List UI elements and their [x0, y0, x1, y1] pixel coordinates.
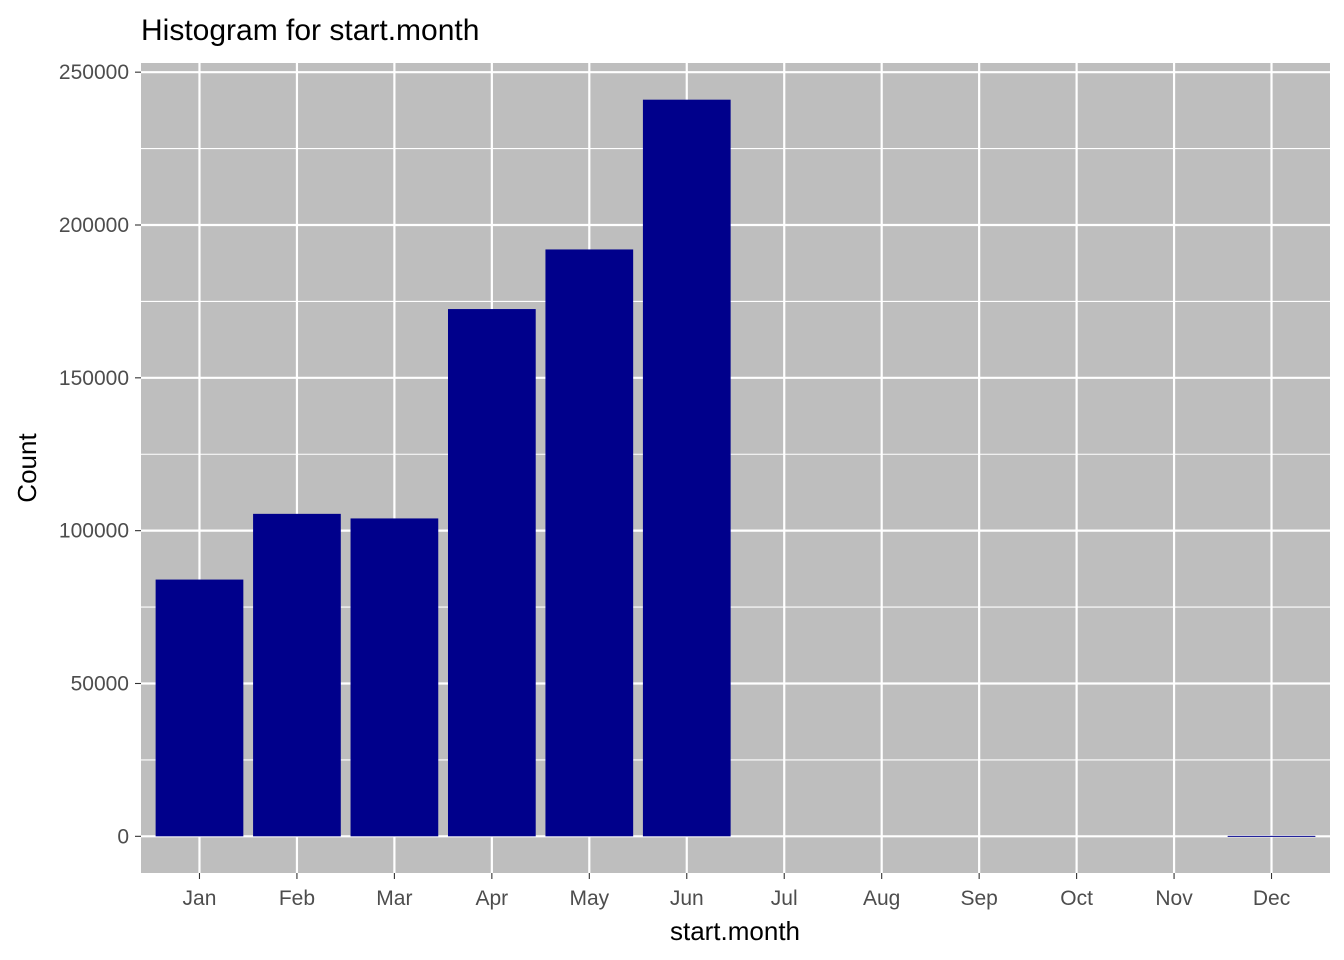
bar-may: [545, 249, 634, 837]
y-axis-title: Count: [12, 433, 42, 503]
x-tick-label: Oct: [1060, 887, 1093, 910]
x-tick-label: Nov: [1155, 887, 1193, 910]
bar-feb: [253, 513, 341, 837]
x-tick-label: May: [569, 887, 609, 910]
y-axis-ticks: 0 50000 100000 150000 200000 250000: [59, 61, 141, 848]
x-axis-ticks: Jan Feb Mar Apr May Jun Jul Aug Sep Oct Nov Dec: [183, 873, 1290, 910]
y-tick-label: 150000: [59, 367, 129, 390]
y-tick-label: 200000: [59, 214, 129, 237]
bar-dec: [1227, 835, 1316, 837]
y-tick-label: 100000: [59, 520, 129, 543]
x-axis-title: start.month: [670, 916, 800, 946]
x-tick-label: Apr: [476, 887, 509, 910]
x-tick-label: Jan: [183, 887, 217, 910]
bar-apr: [447, 309, 536, 837]
bar-mar: [350, 518, 439, 837]
y-tick-label: 50000: [71, 672, 129, 695]
x-tick-label: Mar: [376, 887, 412, 910]
y-tick-label: 0: [117, 825, 129, 848]
bars-group: [155, 99, 1316, 837]
y-tick-label: 250000: [59, 61, 129, 84]
x-tick-label: Aug: [863, 887, 900, 910]
x-tick-label: Jun: [670, 887, 704, 910]
x-tick-label: Sep: [960, 887, 997, 910]
bar-jun: [642, 99, 731, 837]
bar-jan: [155, 579, 244, 837]
x-tick-label: Dec: [1253, 887, 1290, 910]
x-tick-label: Jul: [771, 887, 798, 910]
x-tick-label: Feb: [279, 887, 315, 910]
chart-title: Histogram for start.month: [141, 14, 479, 47]
